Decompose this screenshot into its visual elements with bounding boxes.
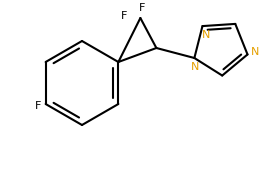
Text: N: N [191,62,199,72]
Text: F: F [34,101,41,111]
Text: N: N [251,47,260,57]
Text: N: N [202,30,211,40]
Text: F: F [121,11,128,21]
Text: F: F [139,3,145,13]
